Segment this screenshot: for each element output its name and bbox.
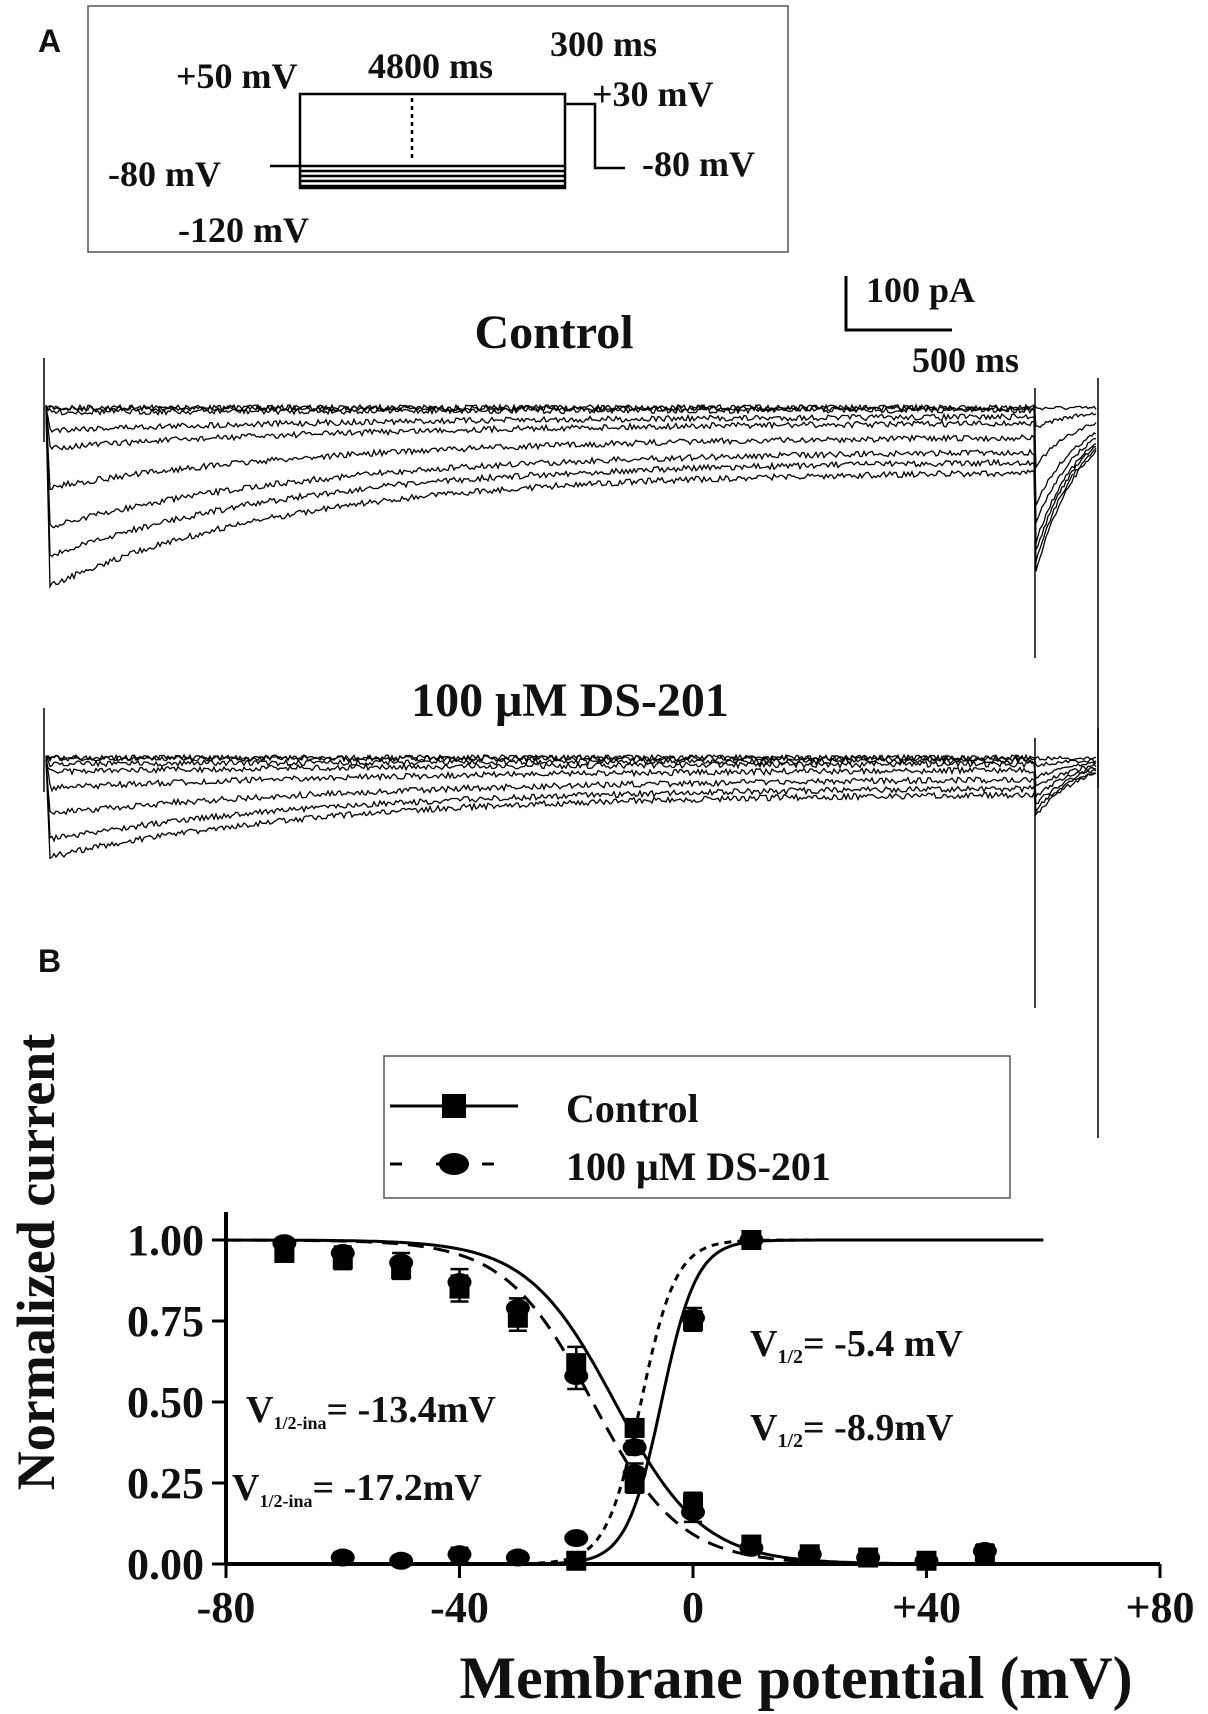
legend-marker-square — [442, 1094, 466, 1118]
y-tick-label: 0.75 — [127, 1297, 204, 1346]
data-point-circle — [330, 1243, 355, 1262]
y-tick-label: 0.50 — [127, 1378, 204, 1427]
y-tick-label: 1.00 — [127, 1216, 204, 1265]
legend: Control 100 μM DS-201 — [383, 1055, 1011, 1199]
annotation-control-activation: V1/2= -5.4 mV — [750, 1323, 963, 1368]
current-trace — [45, 755, 1097, 779]
current-trace — [45, 406, 1097, 550]
current-trace — [45, 759, 1097, 816]
x-tick-label: -80 — [197, 1583, 256, 1632]
data-point-circle — [681, 1308, 705, 1327]
data-point-circle — [505, 1548, 530, 1567]
data-point-circle — [739, 1538, 764, 1557]
data-point-circle — [447, 1273, 472, 1292]
current-trace — [45, 405, 1097, 563]
x-tick-label: 0 — [682, 1583, 704, 1632]
scale-time-label: 500 ms — [912, 340, 1019, 380]
panel-b-label: B — [38, 943, 61, 979]
data-point-circle — [681, 1503, 705, 1522]
data-point-square — [566, 1550, 587, 1571]
data-point-circle — [622, 1438, 647, 1457]
data-point-circle — [272, 1234, 297, 1253]
current-trace — [45, 755, 1097, 843]
data-point-circle — [505, 1299, 530, 1318]
data-point-circle — [914, 1551, 939, 1570]
current-trace — [45, 753, 1097, 768]
fit-curve-activation — [226, 1238, 1044, 1566]
protocol-waveform — [270, 92, 625, 190]
protocol-frame — [87, 5, 789, 253]
scale-current-label: 100 pA — [866, 270, 975, 310]
legend-entry-control: Control — [566, 1086, 699, 1131]
scale-bar: 100 pA 500 ms — [844, 270, 1019, 380]
current-trace — [45, 759, 1097, 860]
data-point-circle — [622, 1464, 647, 1483]
x-axis-label: Membrane potential (mV) — [459, 1645, 1132, 1711]
data-point-circle — [856, 1548, 881, 1567]
panel-a-label: A — [38, 23, 61, 59]
y-axis-label: Normalized current — [6, 1034, 66, 1490]
protocol-step-duration: 4800 ms — [368, 46, 493, 86]
data-point-circle — [389, 1551, 414, 1570]
data-point-circle — [972, 1542, 997, 1561]
data-point-circle — [330, 1548, 355, 1567]
legend-entry-ds201: 100 μM DS-201 — [566, 1144, 831, 1189]
protocol-top-level: +50 mV — [176, 56, 298, 96]
data-point-circle — [739, 1231, 764, 1249]
current-trace — [45, 410, 1097, 590]
current-trace — [45, 759, 1097, 787]
y-tick-label: 0.25 — [127, 1459, 204, 1508]
protocol-hold-left: -80 mV — [108, 154, 221, 194]
current-trace — [45, 405, 1097, 524]
data-point-circle — [797, 1545, 822, 1564]
protocol-test-level: +30 mV — [592, 74, 714, 114]
data-point-circle — [564, 1529, 589, 1548]
annotation-ds201-activation: V1/2= -8.9mV — [750, 1407, 954, 1452]
current-trace — [45, 753, 1097, 763]
protocol-bottom-level: -120 mV — [178, 210, 309, 250]
current-trace — [45, 404, 1097, 470]
current-trace — [45, 408, 1097, 506]
trace-control-title: Control — [474, 306, 633, 359]
current-trace — [45, 755, 1097, 799]
y-tick-label: 0.00 — [127, 1540, 204, 1589]
trace-drug-title: 100 μM DS-201 — [411, 674, 729, 727]
legend-marker-circle — [439, 1153, 469, 1175]
data-point-circle — [447, 1545, 472, 1564]
annotation-control-inactivation: V1/2-ina= -13.4mV — [246, 1389, 496, 1433]
protocol-test-duration: 300 ms — [550, 24, 657, 64]
x-tick-label: +80 — [1125, 1583, 1194, 1632]
protocol-hold-right: -80 mV — [642, 144, 755, 184]
plot-area: -80 -40 0 +40 +80 0.00 0.25 0.50 0.75 1.00 — [127, 1212, 1195, 1632]
current-traces-ds201 — [43, 708, 1099, 1138]
x-tick-label: -40 — [430, 1583, 489, 1632]
data-point-circle — [564, 1367, 589, 1386]
annotation-ds201-inactivation: V1/2-ina= -17.2mV — [232, 1467, 482, 1511]
voltage-protocol: -80 mV +50 mV -120 mV 4800 ms 300 ms +30… — [87, 5, 789, 253]
x-tick-label: +40 — [892, 1583, 961, 1632]
fit-curve-inactivation — [226, 1238, 1149, 1566]
legend-frame — [383, 1055, 1011, 1199]
current-trace — [45, 406, 1097, 544]
data-point-circle — [389, 1253, 414, 1272]
current-traces-control — [43, 358, 1099, 788]
